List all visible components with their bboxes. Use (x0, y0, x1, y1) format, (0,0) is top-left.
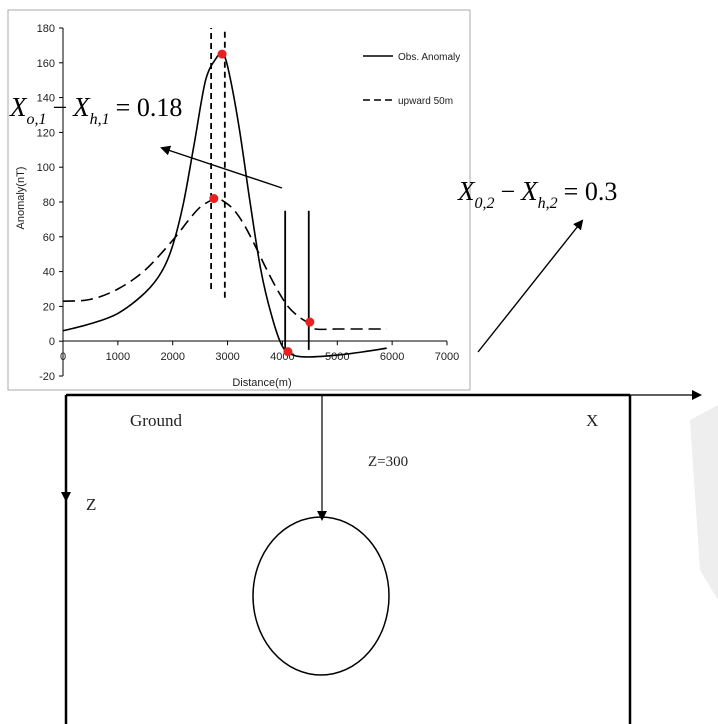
z-label: Z (86, 495, 96, 514)
y-tick-label: 160 (37, 58, 55, 70)
eq2-a: X (457, 176, 476, 206)
y-tick-label: 140 (37, 93, 55, 105)
model-diagram: Ground X Z Z=300 (61, 390, 702, 724)
watermark-shape (690, 405, 718, 600)
x-tick-label: 3000 (215, 351, 239, 363)
y-tick-label: 100 (37, 162, 55, 174)
arrow-2 (477, 219, 584, 353)
y-tick-label: -20 (39, 371, 55, 383)
legend-label-obs: Obs. Anomaly (398, 52, 460, 63)
eq1-a: X (9, 92, 28, 122)
arrow-1 (160, 145, 283, 189)
markers-group (209, 49, 315, 357)
x-tick-label: 2000 (160, 351, 184, 363)
depth-label: Z=300 (368, 454, 408, 470)
y-tick-label: 0 (49, 336, 55, 348)
legend: Obs. Anomaly upward 50m (363, 52, 460, 107)
y-tick-label: 40 (43, 267, 55, 279)
series-line-upward-50m (62, 197, 387, 331)
eq2-rhs: = 0.3 (564, 177, 618, 206)
x-tick-label: 5000 (325, 351, 349, 363)
x-tick-label: 1000 (106, 351, 130, 363)
data-point-marker (217, 49, 227, 59)
vertical-lines (210, 28, 310, 350)
ground-label: Ground (130, 411, 182, 430)
x-tick-label: 6000 (380, 351, 404, 363)
equation-1: Xo,1− Xh,1 = 0.18 (9, 92, 182, 128)
y-tick-label: 180 (37, 23, 55, 35)
data-point-marker (305, 317, 315, 327)
eq1-b: X (72, 92, 91, 122)
y-tick-label: 60 (43, 232, 55, 244)
x-tick-label: 7000 (435, 351, 459, 363)
data-point-marker (209, 194, 219, 204)
equation-2: X0,2− Xh,2 = 0.3 (457, 176, 617, 212)
eq1-a-sub: o,1 (27, 111, 47, 128)
y-tick-label: 80 (43, 197, 55, 209)
eq1-rhs: = 0.18 (116, 93, 183, 122)
series-group (62, 52, 387, 358)
y-tick-label: 120 (37, 127, 55, 139)
eq2-b: X (520, 176, 539, 206)
y-ticks: -20 0 20 40 60 80 100 120 140 160 180 (37, 23, 63, 383)
data-point-marker (283, 347, 293, 357)
x-tick-label: 0 (60, 351, 66, 363)
y-axis-label: Anomaly(nT) (15, 167, 27, 230)
eq1-b-sub: h,1 (90, 111, 110, 128)
legend-label-upward: upward 50m (398, 96, 453, 107)
plot-area: -20 0 20 40 60 80 100 120 140 160 180 0 1000 2000 300… (37, 23, 460, 383)
x-axis-label: Distance(m) (232, 377, 291, 389)
y-tick-label: 20 (43, 301, 55, 313)
eq2-op: − (501, 177, 516, 206)
buried-sphere (252, 516, 390, 676)
eq2-a-sub: 0,2 (475, 195, 495, 212)
x-label: X (586, 411, 598, 430)
chart-frame (7, 9, 471, 391)
eq2-b-sub: h,2 (538, 195, 558, 212)
eq1-op: − (53, 93, 68, 122)
series-line-obs-anomaly (62, 52, 387, 358)
